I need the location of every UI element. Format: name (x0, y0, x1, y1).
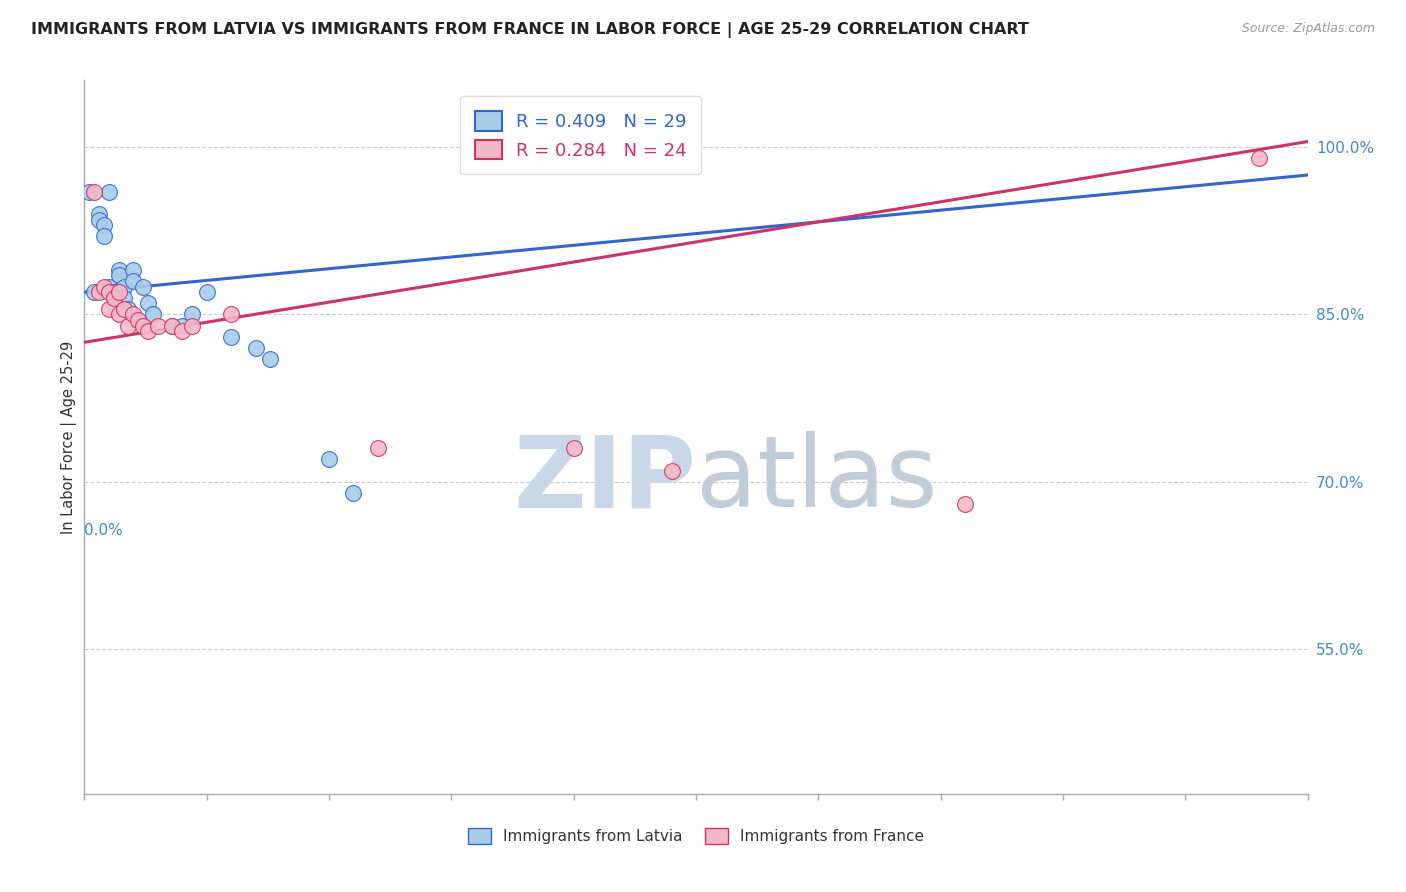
Point (367, 442, 389, 456)
Point (132, 318, 155, 333)
Point (122, 263, 145, 277)
Point (122, 274, 145, 288)
Point (172, 324, 194, 338)
Point (107, 308, 129, 322)
Y-axis label: In Labor Force | Age 25-29: In Labor Force | Age 25-29 (62, 341, 77, 533)
Point (83, 285, 105, 300)
Text: atlas: atlas (696, 432, 938, 528)
Point (181, 318, 204, 333)
Point (107, 285, 129, 300)
Point (318, 452, 340, 467)
Point (83, 185, 105, 199)
Point (97, 285, 120, 300)
Point (93, 219, 115, 233)
Text: ZIP: ZIP (513, 432, 696, 528)
Point (219, 308, 242, 322)
Legend: Immigrants from Latvia, Immigrants from France: Immigrants from Latvia, Immigrants from … (461, 822, 931, 850)
Point (107, 268, 129, 283)
Point (122, 308, 145, 322)
Point (146, 318, 169, 333)
Point (132, 279, 155, 293)
Point (181, 308, 204, 322)
Point (97, 279, 120, 293)
Text: 0.0%: 0.0% (84, 523, 124, 538)
Point (93, 229, 115, 244)
Point (87, 212, 110, 227)
Point (112, 301, 135, 316)
Point (103, 291, 125, 305)
Point (953, 497, 976, 511)
Point (259, 352, 281, 367)
Point (107, 263, 129, 277)
Point (117, 301, 139, 316)
Point (97, 301, 120, 316)
Point (93, 279, 115, 293)
Point (103, 285, 125, 300)
Point (342, 486, 364, 500)
Point (195, 285, 218, 300)
Point (562, 442, 585, 456)
Point (112, 279, 135, 293)
Point (103, 291, 125, 305)
Point (172, 318, 194, 333)
Point (162, 318, 184, 333)
Point (245, 341, 267, 355)
Point (136, 296, 159, 310)
Point (77, 185, 100, 199)
Point (87, 207, 110, 221)
Point (117, 318, 139, 333)
Point (219, 330, 242, 344)
Point (97, 185, 120, 199)
Point (136, 324, 159, 338)
Point (112, 291, 135, 305)
Point (127, 313, 149, 327)
Point (87, 285, 110, 300)
Point (162, 318, 184, 333)
Point (142, 308, 165, 322)
Text: Source: ZipAtlas.com: Source: ZipAtlas.com (1241, 22, 1375, 36)
Point (1247, 152, 1270, 166)
Point (661, 464, 683, 478)
Text: IMMIGRANTS FROM LATVIA VS IMMIGRANTS FROM FRANCE IN LABOR FORCE | AGE 25-29 CORR: IMMIGRANTS FROM LATVIA VS IMMIGRANTS FRO… (31, 22, 1029, 38)
